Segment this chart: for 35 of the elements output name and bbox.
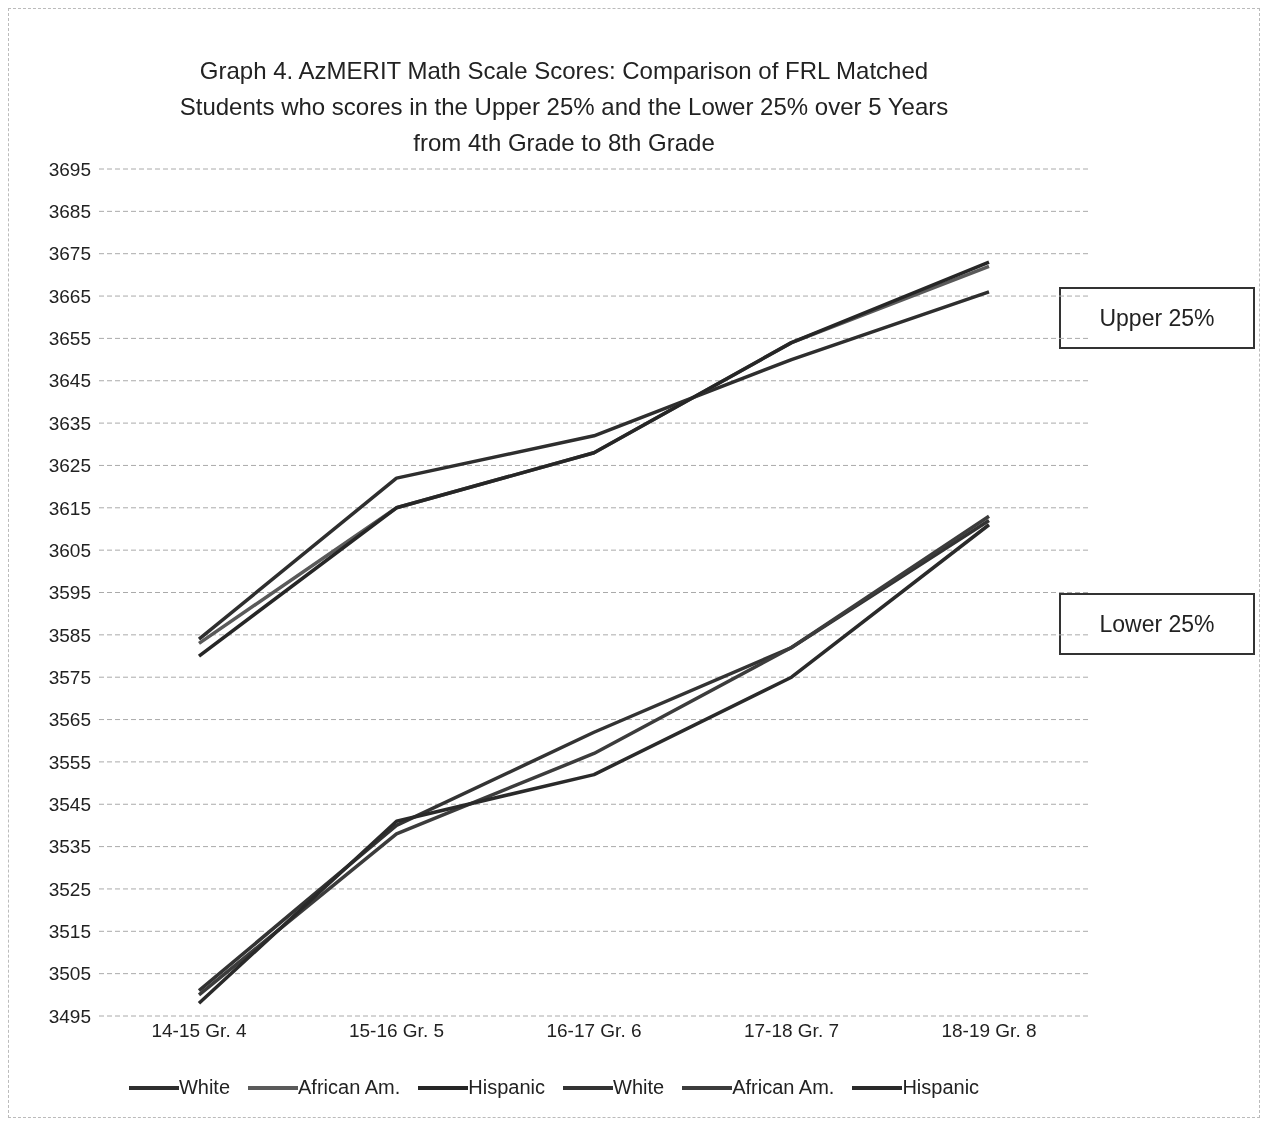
y-tick-label: 3525 [48, 878, 91, 900]
y-tick-label: 3675 [48, 243, 91, 265]
x-tick-label: 15-16 Gr. 5 [348, 1020, 445, 1042]
x-tick-label: 17-18 Gr. 7 [743, 1020, 840, 1042]
y-tick-label: 3585 [48, 624, 91, 646]
x-tick-label: 14-15 Gr. 4 [151, 1020, 247, 1042]
chart-title: Graph 4. AzMERIT Math Scale Scores: Comparison of FRL Matched Students who scores in the Upper 25% and the Lower 25% over 5 Years from 4th Grade to 8th Grade [178, 56, 950, 158]
legend-label: White [613, 1076, 665, 1099]
y-tick-label: 3655 [48, 328, 91, 350]
y-tick-label: 3505 [48, 963, 91, 985]
y-tick-label: 3635 [48, 412, 91, 434]
y-tick-label: 3685 [48, 201, 91, 223]
y-tick-label: 3645 [48, 370, 91, 392]
y-tick-label: 3575 [48, 666, 91, 688]
label-box: Lower 25% [1059, 593, 1255, 655]
x-tick-label: 16-17 Gr. 6 [546, 1020, 642, 1042]
y-tick-label: 3605 [48, 539, 91, 561]
y-tick-label: 3535 [48, 836, 91, 858]
y-tick-label: 3695 [48, 158, 91, 180]
y-tick-label: 3545 [48, 793, 91, 815]
legend-label: Hispanic [468, 1076, 545, 1099]
y-tick-label: 3565 [48, 709, 91, 731]
legend-label: White [178, 1076, 231, 1099]
legend-label: African Am. [732, 1076, 835, 1099]
x-tick-label: 18-19 Gr. 8 [941, 1020, 1037, 1042]
y-tick-label: 3595 [48, 582, 91, 604]
legend-label: African Am. [298, 1076, 401, 1099]
y-tick-label: 3625 [48, 455, 91, 477]
y-tick-label: 3495 [48, 1005, 91, 1027]
y-tick-label: 3665 [48, 285, 91, 307]
y-tick-label: 3555 [48, 751, 91, 773]
legend-label: Hispanic [902, 1076, 980, 1099]
y-tick-label: 3615 [48, 497, 91, 519]
label-box: Upper 25% [1059, 287, 1255, 349]
y-tick-label: 3515 [48, 921, 91, 943]
